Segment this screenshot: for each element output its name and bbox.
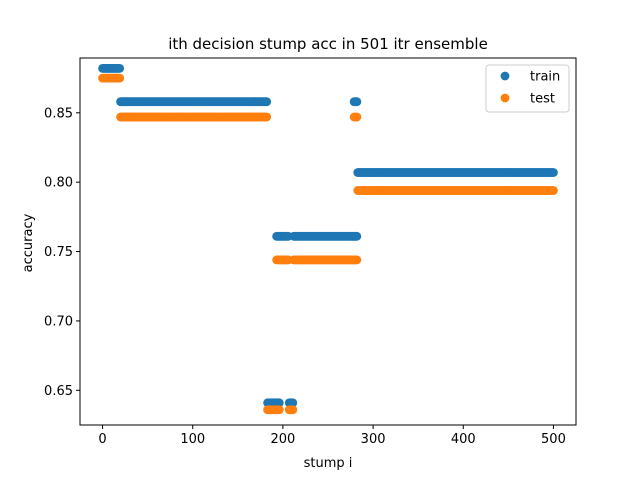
plot-frame [79, 57, 577, 426]
legend-label-train: train [530, 70, 560, 85]
legend-label-test: test [530, 92, 555, 107]
x-tick-label: 300 [361, 432, 386, 447]
data-point-test [549, 186, 558, 195]
legend: train test [485, 64, 570, 113]
x-tick-label: 100 [180, 432, 205, 447]
data-point-test [115, 73, 125, 83]
data-point-test [352, 255, 362, 265]
data-point-test [274, 405, 284, 415]
legend-marker-test [500, 93, 510, 103]
y-tick-label: 0.80 [44, 176, 73, 191]
x-tick-label: 500 [541, 432, 566, 447]
data-point-test [262, 112, 272, 122]
data-point-train [274, 398, 284, 408]
y-tick-label: 0.85 [44, 106, 73, 121]
series-test [98, 73, 558, 415]
y-tick-label: 0.70 [44, 314, 73, 329]
axes: 0 100 200 300 400 500 0.65 0.70 0.75 0.80 0.85 [44, 57, 577, 447]
data-point-test [288, 405, 298, 415]
data-point-test [352, 112, 362, 122]
y-tick-label: 0.75 [44, 245, 73, 260]
data-point-train [115, 64, 125, 73]
plot-points [98, 64, 558, 415]
data-point-train [262, 97, 272, 107]
data-point-train [288, 398, 298, 408]
data-point-train [352, 231, 362, 241]
x-tick-label: 200 [270, 432, 295, 447]
data-point-train [352, 97, 362, 107]
x-tick-label: 0 [98, 432, 106, 447]
y-tick-label: 0.65 [44, 384, 73, 399]
data-point-train [549, 168, 558, 177]
chart-title: ith decision stump acc in 501 itr ensemb… [168, 35, 488, 53]
series-train [98, 64, 558, 408]
y-axis-title: accuracy [21, 213, 36, 272]
x-axis-title: stump i [304, 456, 353, 471]
legend-marker-train [500, 71, 510, 81]
x-tick-label: 400 [451, 432, 476, 447]
